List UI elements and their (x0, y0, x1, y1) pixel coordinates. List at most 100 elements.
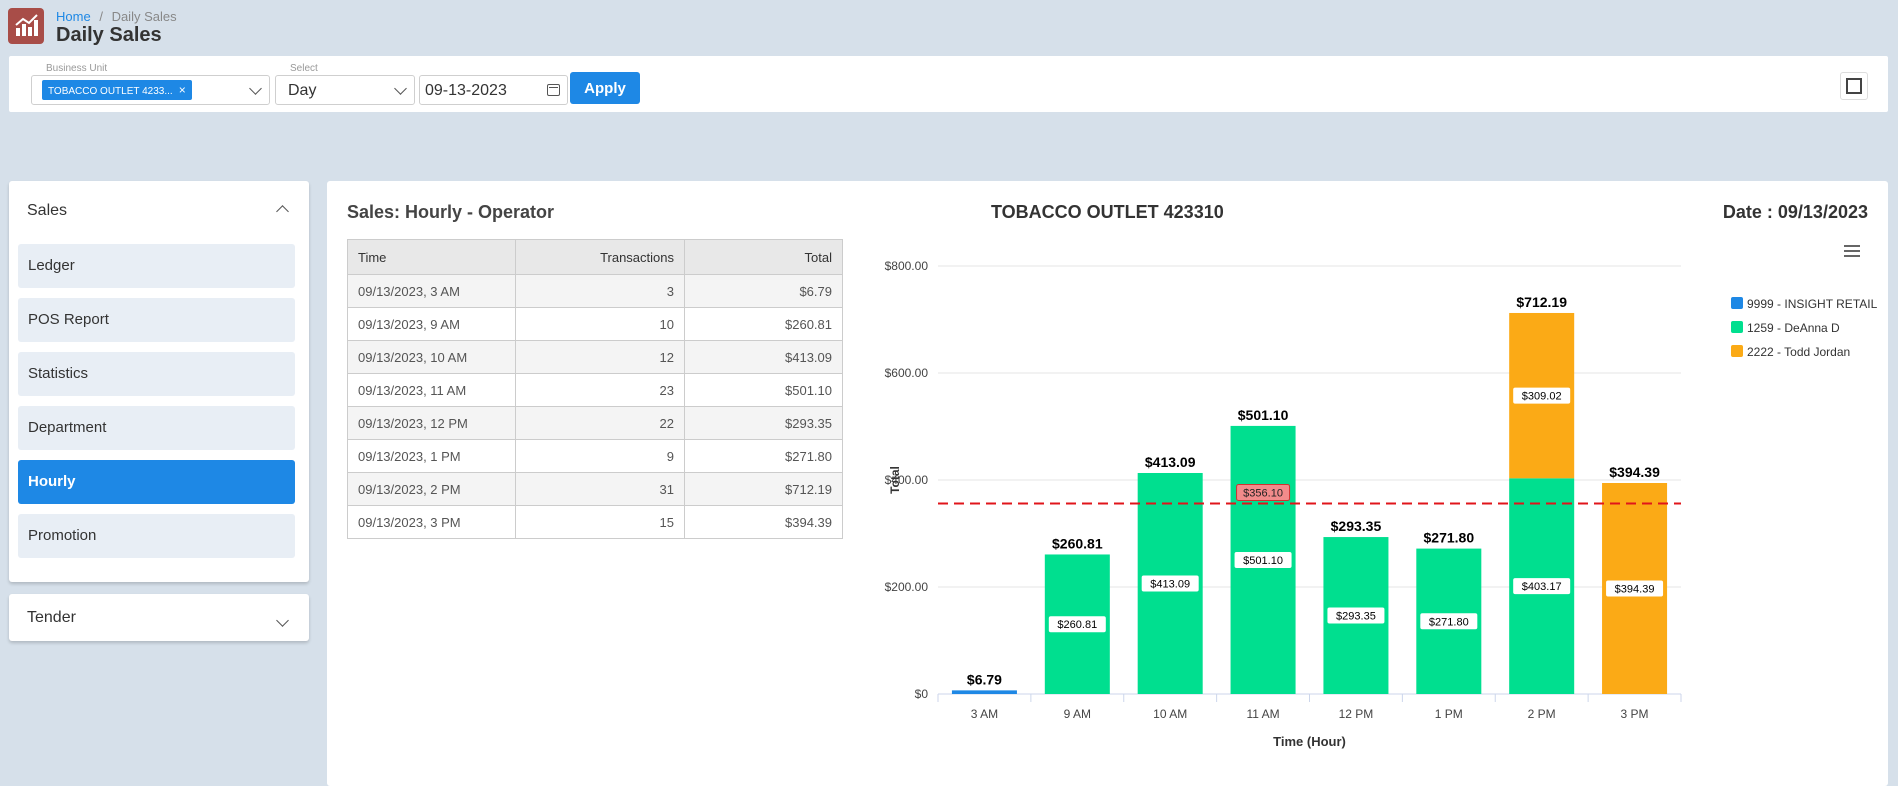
hourly-sales-chart: $0 $200.00 $400.00 $600.00 $800.00 Total $6.79… (885, 259, 1877, 749)
total-label: $271.80 (1424, 530, 1475, 546)
period-value: Day (288, 82, 317, 99)
data-label: $271.80 (1429, 616, 1469, 628)
date-value: 09-13-2023 (425, 82, 507, 99)
table-row: 09/13/2023, 11 AM 23 $501.10 (347, 373, 843, 407)
legend-item: 1259 - DeAnna D (1747, 321, 1840, 335)
data-label: $394.39 (1615, 584, 1655, 596)
total-label: $6.79 (967, 671, 1002, 687)
total-label: $394.39 (1609, 464, 1660, 480)
table-row: 09/13/2023, 3 PM 15 $394.39 (347, 505, 843, 539)
chevron-up-icon[interactable] (276, 205, 289, 218)
data-label-bg (1420, 613, 1478, 630)
sidebar-sales-panel: Sales Ledger POS Report Statistics Depar… (9, 181, 309, 582)
total-label: $413.09 (1145, 454, 1196, 470)
chevron-down-icon[interactable] (276, 614, 289, 627)
total-label: $501.10 (1238, 407, 1289, 423)
chevron-down-icon[interactable] (249, 82, 262, 95)
x-axis-title: Time (Hour) (1273, 734, 1346, 749)
y-tick-label: $800.00 (885, 259, 929, 273)
page-title: Daily Sales (56, 24, 162, 46)
cell-total: $712.19 (684, 472, 843, 506)
fullscreen-icon (1846, 78, 1854, 86)
data-label-bg (1234, 551, 1292, 568)
sidebar-item-department[interactable]: Department (18, 406, 295, 450)
sidebar-item-statistics[interactable]: Statistics (18, 352, 295, 396)
y-tick-label: $200.00 (885, 580, 929, 594)
business-unit-title: TOBACCO OUTLET 423310 (991, 202, 1224, 222)
average-label: $356.10 (1243, 487, 1283, 499)
column-header-total[interactable]: Total (684, 239, 843, 275)
legend-swatch (1731, 297, 1743, 309)
data-label: $501.10 (1243, 555, 1283, 567)
data-label: $260.81 (1057, 619, 1097, 631)
breadcrumb: Home / Daily Sales (56, 9, 177, 24)
cell-time: 09/13/2023, 3 AM (347, 274, 516, 308)
cell-time: 09/13/2023, 1 PM (347, 439, 516, 473)
breadcrumb-home-link[interactable]: Home (56, 9, 91, 24)
y-tick-label: $0 (915, 687, 929, 701)
sidebar-item-ledger[interactable]: Ledger (18, 244, 295, 288)
column-header-transactions[interactable]: Transactions (515, 239, 685, 275)
table-row: 09/13/2023, 3 AM 3 $6.79 (347, 274, 843, 308)
main-panel: Sales: Hourly - Operator TOBACCO OUTLET … (327, 181, 1888, 786)
chart-menu-icon[interactable] (1844, 245, 1860, 257)
report-date: Date : 09/13/2023 (1722, 202, 1868, 222)
sidebar-tender-panel[interactable]: Tender (9, 594, 309, 641)
cell-total: $271.80 (684, 439, 843, 473)
average-label-bg (1236, 483, 1291, 501)
data-label-bg (1141, 575, 1199, 592)
fullscreen-button[interactable] (1840, 72, 1868, 100)
cell-transactions: 23 (515, 373, 685, 407)
cell-time: 09/13/2023, 10 AM (347, 340, 516, 374)
sidebar-sales-header[interactable]: Sales (27, 202, 68, 219)
legend-swatch (1731, 345, 1743, 357)
total-label: $260.81 (1052, 535, 1103, 551)
column-header-time[interactable]: Time (347, 239, 516, 275)
panel-title: Sales: Hourly - Operator (347, 202, 555, 222)
x-tick-label: 3 PM (1621, 707, 1649, 721)
cell-total: $6.79 (684, 274, 843, 308)
cell-time: 09/13/2023, 9 AM (347, 307, 516, 341)
data-label: $413.09 (1150, 578, 1190, 590)
table-header-row: Time Transactions Total (347, 239, 843, 275)
data-label: $293.35 (1336, 611, 1376, 623)
y-tick-label: $400.00 (885, 473, 929, 487)
chip-remove-icon[interactable]: × (178, 83, 186, 97)
cell-transactions: 22 (515, 406, 685, 440)
business-unit-chip-text: TOBACCO OUTLET 4233... (48, 86, 173, 97)
bar-segment (951, 690, 1017, 694)
business-unit-chip[interactable]: TOBACCO OUTLET 4233... × (42, 80, 192, 100)
cell-time: 09/13/2023, 11 AM (347, 373, 516, 407)
data-label-bg (1513, 578, 1571, 595)
app-logo-icon[interactable] (8, 8, 44, 44)
business-unit-select[interactable]: Business Unit TOBACCO OUTLET 4233... × (31, 63, 270, 105)
x-tick-label: 12 PM (1339, 707, 1374, 721)
sidebar-tender-header[interactable]: Tender (27, 609, 76, 626)
filter-bar: Business Unit TOBACCO OUTLET 4233... × Se… (9, 56, 1888, 112)
date-input[interactable]: 09-13-2023 (419, 75, 568, 105)
total-label: $293.35 (1331, 518, 1382, 534)
chevron-down-icon[interactable] (394, 82, 407, 95)
data-label: $309.02 (1522, 391, 1562, 403)
cell-total: $413.09 (684, 340, 843, 374)
sidebar-item-promotion[interactable]: Promotion (18, 514, 295, 558)
total-label: $712.19 (1516, 294, 1567, 310)
cell-transactions: 31 (515, 472, 685, 506)
period-select[interactable]: Select Day (275, 63, 415, 105)
sidebar-item-pos-report[interactable]: POS Report (18, 298, 295, 342)
y-tick-label: $600.00 (885, 366, 929, 380)
cell-transactions: 15 (515, 505, 685, 539)
data-label-bg (1513, 387, 1571, 404)
x-tick-label: 9 AM (1064, 707, 1091, 721)
breadcrumb-separator: / (99, 9, 103, 24)
x-tick-label: 2 PM (1528, 707, 1556, 721)
cell-total: $501.10 (684, 373, 843, 407)
x-tick-label: 11 AM (1246, 707, 1279, 721)
calendar-icon[interactable] (547, 84, 560, 96)
sidebar-item-hourly[interactable]: Hourly (18, 460, 295, 504)
x-tick-label: 3 AM (971, 707, 998, 721)
apply-button[interactable]: Apply (570, 72, 640, 104)
data-label-bg (1606, 580, 1664, 597)
cell-transactions: 10 (515, 307, 685, 341)
cell-transactions: 12 (515, 340, 685, 374)
